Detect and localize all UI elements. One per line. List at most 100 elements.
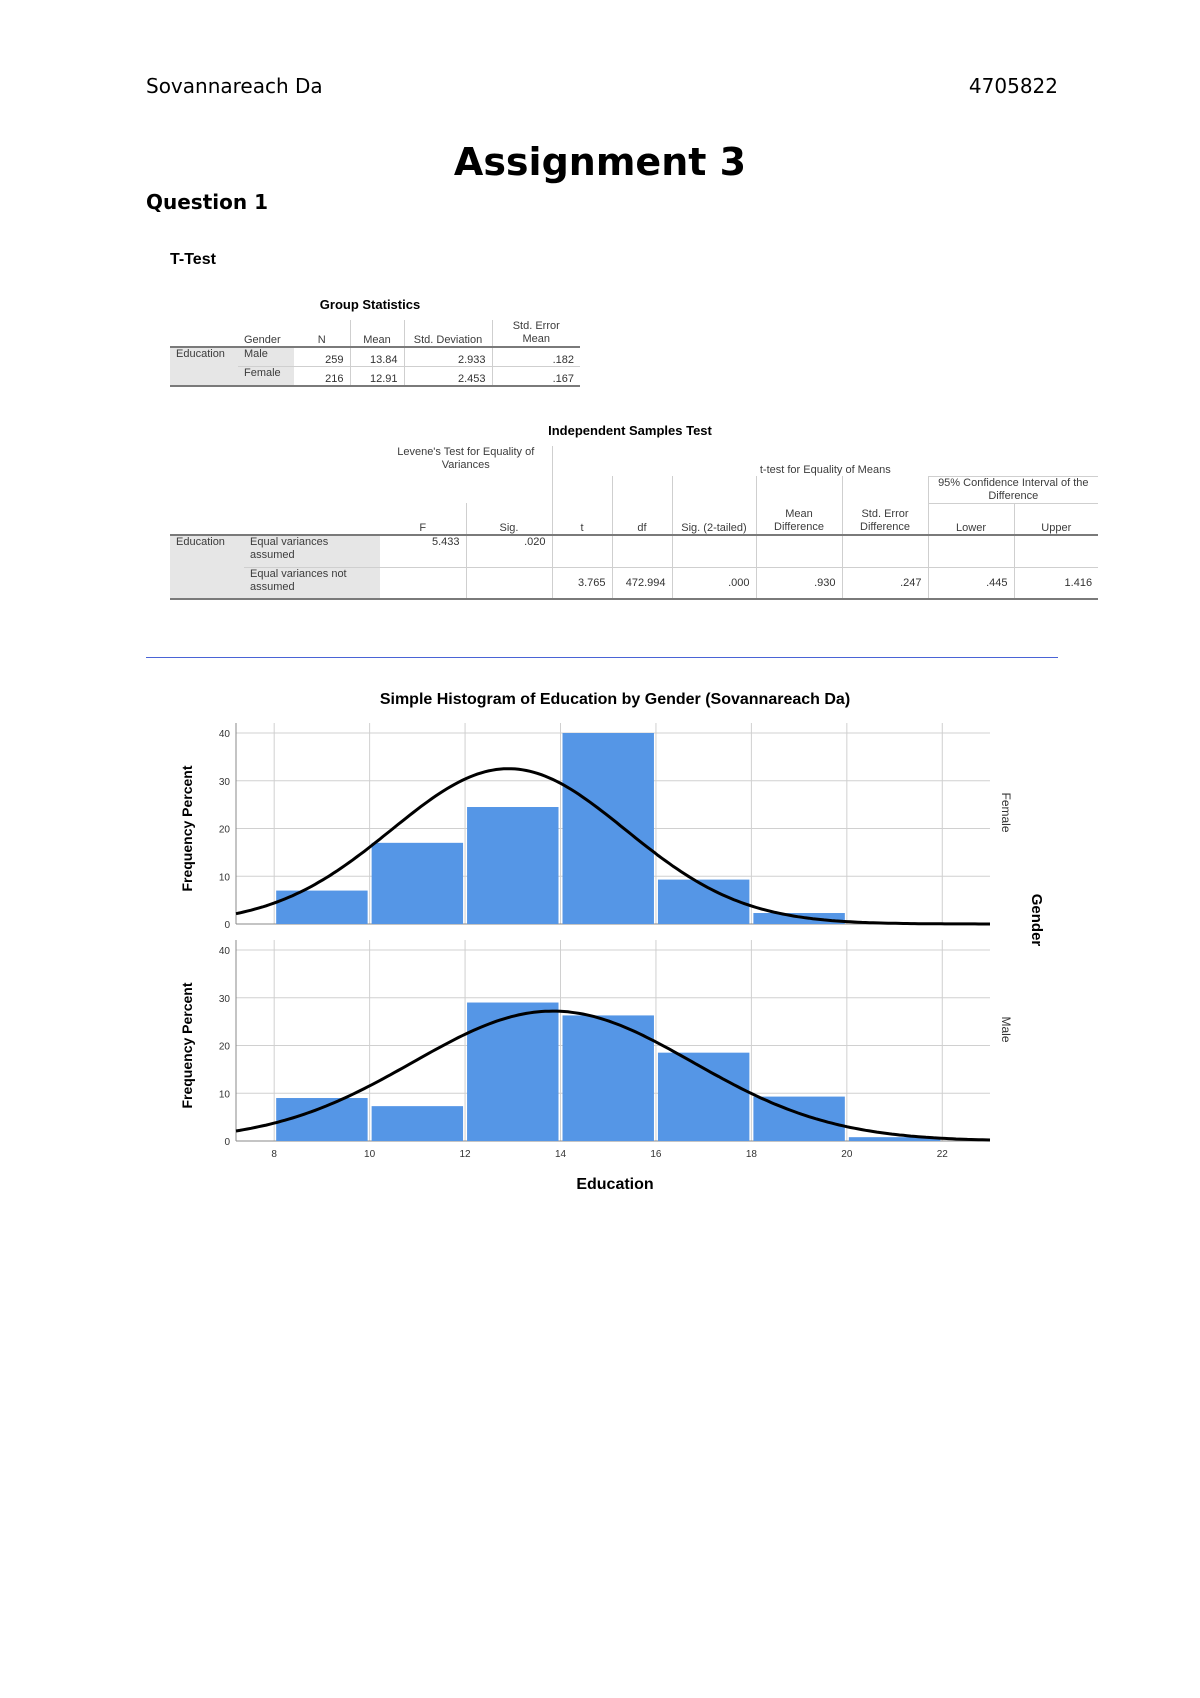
cell-mean-diff: .930 [755, 566, 842, 600]
histogram-bar [848, 1137, 941, 1141]
col-mean: Mean [349, 320, 404, 348]
panel-label: Male [999, 1016, 1013, 1042]
student-id: 4705822 [968, 74, 1058, 98]
col-gender: Gender [238, 320, 294, 348]
x-tick-label: 22 [937, 1149, 949, 1160]
divider-line [146, 657, 1058, 658]
y-tick-label: 20 [219, 1042, 231, 1053]
cell-sig2: .000 [671, 566, 756, 600]
col-n: N [294, 320, 350, 348]
cell-sig: .020 [465, 535, 552, 567]
cell-mean: 12.91 [349, 366, 404, 387]
cell-lower: .445 [927, 566, 1014, 600]
panel-label: Female [999, 792, 1013, 832]
cell-upper [1013, 535, 1099, 567]
y-tick-label: 30 [219, 777, 231, 788]
levene-header: Levene's Test for Equality of Variances [397, 446, 535, 471]
ttest-header: t-test for Equality of Means [551, 446, 1099, 476]
cell-mean-diff [755, 535, 842, 567]
page-title: Assignment 3 [453, 140, 747, 184]
x-tick-label: 8 [271, 1149, 277, 1160]
y-tick-label: 10 [219, 872, 231, 883]
table-row: Equal variances not assumed 3.765 472.99… [170, 566, 1099, 600]
row-variable: Education [170, 347, 238, 387]
independent-samples-table: Levene's Test for Equality of Variances … [170, 446, 1099, 600]
group-statistics-table: Gender N Mean Std. Deviation Std. Error M… [170, 320, 580, 387]
row-label: Equal variances assumed [244, 535, 380, 567]
col-mean-diff: Mean Difference [755, 503, 842, 536]
table-row: Education Male 259 13.84 2.933 .182 [170, 346, 580, 387]
cell-n: 216 [294, 366, 350, 387]
y-tick-label: 10 [219, 1089, 231, 1100]
col-std-err-line1: Std. Error [512, 320, 560, 332]
y-tick-label: 20 [219, 825, 231, 836]
y-tick-label: 0 [224, 1137, 230, 1148]
y-tick-label: 30 [219, 994, 231, 1005]
row-gender: Male [238, 346, 294, 367]
row-label: Equal variances not assumed [244, 566, 380, 600]
col-sig: Sig. [465, 503, 552, 536]
ci-header: 95% Confidence Interval of the Differenc… [927, 475, 1099, 503]
histogram-bar [753, 1096, 845, 1141]
col-se-diff: Std. Error Difference [841, 503, 928, 536]
cell-std-err: .167 [491, 366, 580, 387]
col-upper: Upper [1013, 502, 1099, 536]
table-row: Female 216 12.91 2.453 .167 [170, 366, 580, 387]
cell-t [551, 535, 612, 567]
histogram-bar [657, 1052, 750, 1141]
x-axis-label: Education [576, 1176, 653, 1193]
col-f: F [380, 503, 466, 536]
y-tick-label: 0 [224, 920, 230, 931]
cell-se-diff [841, 535, 928, 567]
cell-std-dev: 2.933 [403, 346, 492, 367]
x-tick-label: 12 [460, 1149, 472, 1160]
x-tick-label: 18 [746, 1149, 758, 1160]
x-tick-label: 14 [555, 1149, 567, 1160]
histogram-bar [371, 842, 464, 924]
plot-area: 0 10 20 30 40 Frequency Percent Female 0 10 20 30 4… [179, 723, 1013, 1160]
cell-n: 259 [294, 346, 350, 367]
cell-df [611, 535, 672, 567]
author-name: Sovannareach Da [146, 74, 323, 98]
y-tick-label: 40 [219, 729, 231, 740]
cell-std-err: .182 [491, 346, 580, 367]
panel-group-label: Gender [1028, 894, 1045, 947]
table-header-row: Gender N Mean Std. Deviation Std. Error M… [170, 320, 580, 348]
table-header-row: F Sig. t df Sig. (2-tailed) Mean Differe… [170, 502, 1099, 536]
cell-t: 3.765 [551, 566, 612, 600]
col-t: t [551, 503, 612, 536]
col-std-err: Std. Error Mean [491, 320, 580, 348]
table-ci-header-row: 95% Confidence Interval of the Differenc… [170, 475, 1099, 503]
row-variable: Education [170, 535, 244, 600]
cell-lower [927, 535, 1014, 567]
normal-curve [235, 767, 990, 926]
row-gender: Female [238, 366, 294, 387]
col-lower: Lower [927, 502, 1014, 536]
histogram-bar [371, 1106, 464, 1141]
x-tick-label: 16 [650, 1149, 662, 1160]
normal-curve [235, 1009, 991, 1142]
chart-title: Simple Histogram of Education by Gender … [380, 691, 850, 708]
cell-f: 5.433 [431, 536, 460, 548]
x-tick-label: 20 [841, 1149, 853, 1160]
col-std-dev: Std. Deviation [403, 320, 492, 348]
question-heading: Question 1 [146, 190, 268, 214]
section-heading: T-Test [170, 251, 216, 268]
table-row: Education Equal variances assumed 5.433 … [170, 535, 1099, 600]
cell-df: 472.994 [611, 566, 672, 600]
cell-std-dev: 2.453 [403, 366, 492, 387]
cell-upper: 1.416 [1013, 566, 1099, 600]
cell-sig2 [671, 535, 756, 567]
col-std-err-line2: Mean [522, 333, 551, 345]
cell-f [380, 566, 466, 600]
histogram-bar [753, 913, 845, 924]
cell-se-diff: .247 [841, 566, 928, 600]
independent-samples-caption: Independent Samples Test [548, 423, 712, 438]
y-axis-label: Frequency Percent [179, 982, 195, 1108]
table-group-header-row: Levene's Test for Equality of Variances … [170, 446, 1099, 476]
group-statistics-caption: Group Statistics [319, 297, 421, 312]
cell-sig [465, 566, 552, 600]
x-tick-label: 10 [364, 1149, 376, 1160]
col-sig2: Sig. (2-tailed) [671, 503, 756, 536]
histogram-bar [467, 1002, 559, 1141]
